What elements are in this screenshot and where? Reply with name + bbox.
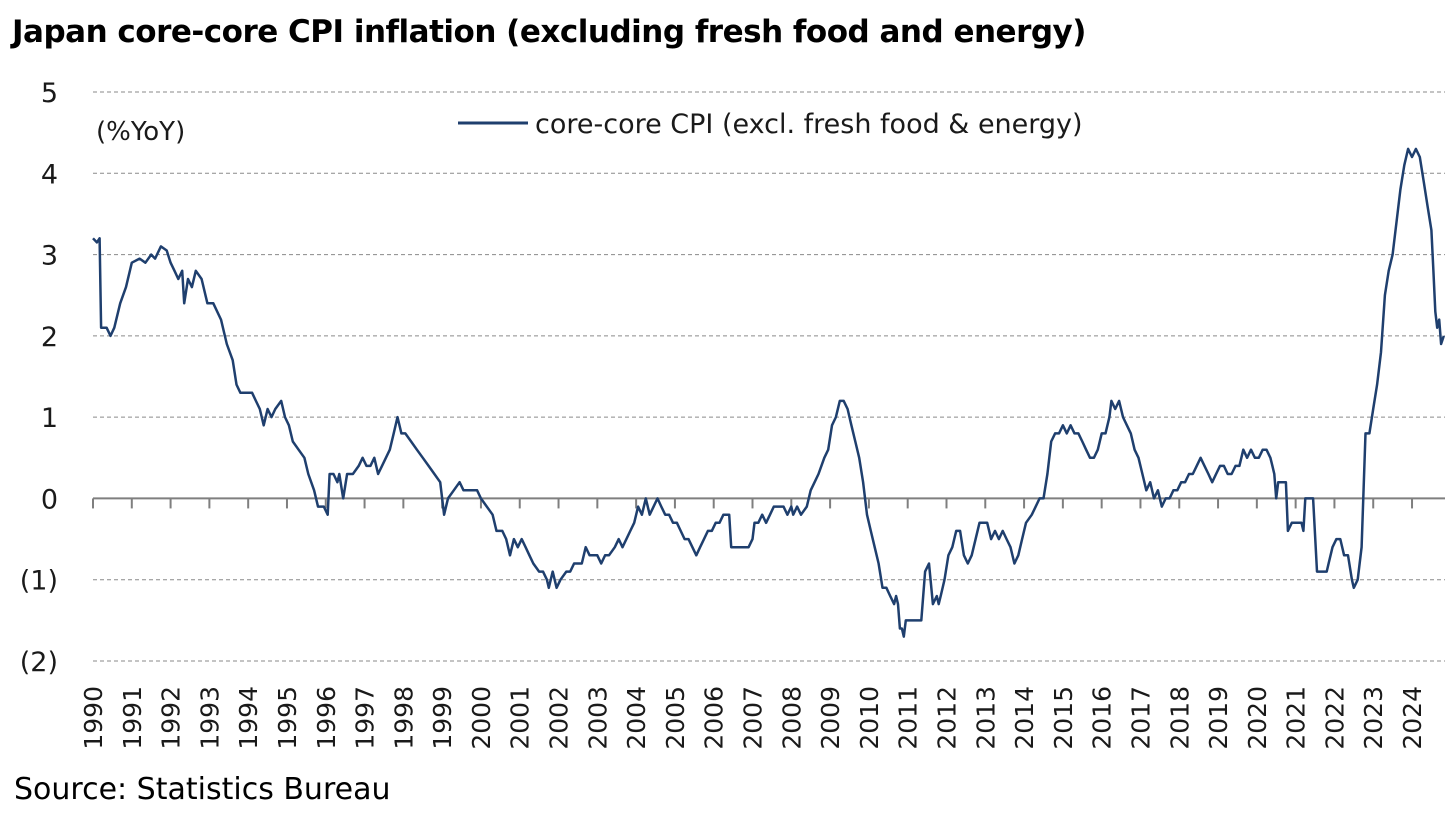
chart-title: Japan core-core CPI inflation (excluding… — [12, 14, 1086, 50]
x-tick-label: 1994 — [234, 686, 263, 750]
y-axis-unit-label: (%YoY) — [96, 117, 185, 147]
x-tick-label: 2015 — [1049, 686, 1078, 750]
y-tick-label: (1) — [20, 566, 58, 597]
x-tick-label: 2005 — [661, 686, 690, 750]
y-tick-label: 4 — [41, 159, 58, 190]
x-tick-label: 2014 — [1010, 686, 1039, 750]
x-tick-label: 1996 — [312, 686, 341, 750]
x-tick-label: 2024 — [1398, 686, 1427, 750]
y-tick-labels: 5 4 3 2 1 0 (1) (2) — [20, 78, 58, 678]
y-tick-label: 5 — [41, 78, 58, 109]
y-tick-label: 2 — [41, 322, 58, 353]
x-tick-label: 1998 — [389, 686, 418, 750]
x-tick-label: 2009 — [816, 686, 845, 750]
x-tick-label: 1990 — [79, 686, 108, 750]
x-tick-label: 2023 — [1359, 686, 1388, 750]
x-tick-label: 2022 — [1320, 686, 1349, 750]
x-tick-label: 2002 — [545, 686, 574, 750]
x-tick-label: 2018 — [1165, 686, 1194, 750]
x-tick-label: 2021 — [1282, 686, 1311, 750]
x-tick-labels: 1990 1991 1992 1993 1994 1995 1996 1997 1998 1999… — [79, 686, 1427, 750]
y-tick-label: (2) — [20, 647, 58, 678]
x-tick-label: 2016 — [1088, 686, 1117, 750]
x-tick-label: 2011 — [894, 686, 923, 750]
x-tick-label: 1995 — [273, 686, 302, 750]
chart-source: Source: Statistics Bureau — [14, 772, 391, 807]
x-tick-label: 2020 — [1243, 686, 1272, 750]
x-tick-label: 2003 — [583, 686, 612, 750]
x-tick-label: 2007 — [739, 686, 768, 750]
x-tick-label: 1999 — [428, 686, 457, 750]
y-tick-label: 1 — [41, 403, 58, 434]
legend-label: core-core CPI (excl. fresh food & energy… — [535, 109, 1083, 140]
x-tick-label: 2001 — [506, 686, 535, 750]
x-tick-label: 1992 — [157, 686, 186, 750]
x-tick-label: 2019 — [1204, 686, 1233, 750]
gridlines — [93, 91, 1445, 662]
x-tick-label: 2013 — [971, 686, 1000, 750]
x-tick-label: 1993 — [195, 686, 224, 750]
series-line-core-core-cpi — [92, 147, 1445, 638]
legend: core-core CPI (excl. fresh food & energy… — [458, 109, 1083, 140]
x-tick-label: 2004 — [622, 686, 651, 750]
x-tick-label: 2000 — [467, 686, 496, 750]
x-tick-label: 2017 — [1126, 686, 1155, 750]
axes — [92, 497, 1445, 509]
x-tick-label: 2010 — [855, 686, 884, 750]
x-tick-label: 2012 — [932, 686, 961, 750]
x-tick-label: 2008 — [777, 686, 806, 750]
x-tick-label: 1997 — [351, 686, 380, 750]
y-tick-label: 3 — [41, 241, 58, 272]
y-tick-label: 0 — [41, 484, 58, 515]
x-tick-label: 1991 — [118, 686, 147, 750]
x-tick-label: 2006 — [700, 686, 729, 750]
